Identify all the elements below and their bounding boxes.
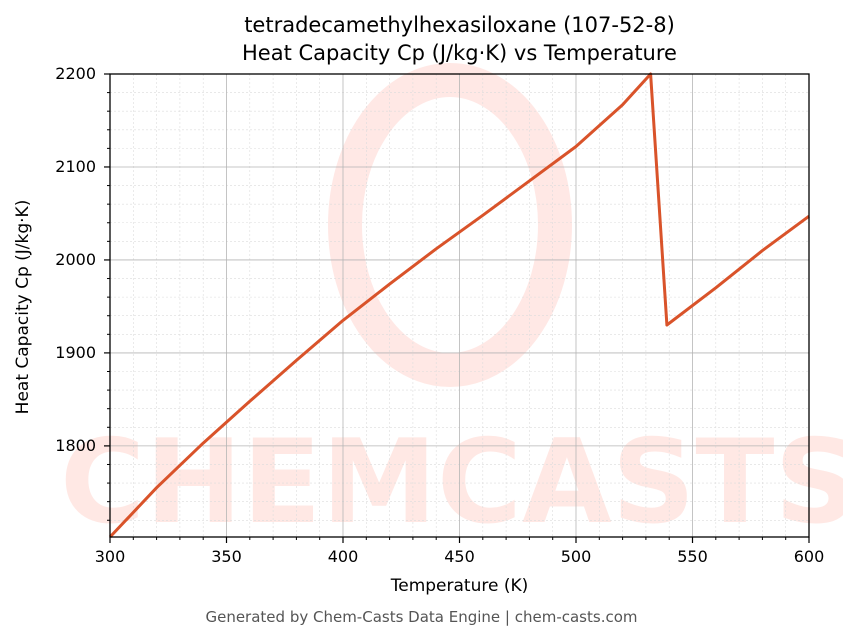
x-tick-label: 350 xyxy=(211,547,242,566)
plot-frame xyxy=(109,73,810,538)
watermark-text: CHEMCASTS xyxy=(60,415,843,550)
y-tick-label: 1800 xyxy=(55,435,96,455)
y-tick-label: 2100 xyxy=(55,156,96,176)
x-tick-label: 300 xyxy=(94,547,126,566)
x-tick-label: 450 xyxy=(444,547,475,566)
y-tick-label: 1900 xyxy=(55,342,96,362)
x-tick-label: 500 xyxy=(560,547,592,566)
y-tick-label: 2200 xyxy=(55,64,96,83)
chart-title: tetradecamethylhexasiloxane (107-52-8) xyxy=(244,13,675,37)
x-tick-label: 400 xyxy=(327,547,359,566)
y-tick-label: 2000 xyxy=(55,249,96,269)
chart-subtitle: Heat Capacity Cp (J/kg·K) vs Temperature xyxy=(242,41,677,65)
series-line xyxy=(108,72,810,539)
x-tick-label: 550 xyxy=(677,547,708,566)
x-tick-label: 600 xyxy=(793,547,825,566)
x-axis-label: Temperature (K) xyxy=(390,576,529,596)
watermark: CHEMCASTS xyxy=(60,63,843,550)
y-axis-label: Heat Capacity Cp (J/kg·K) xyxy=(13,199,33,415)
footer-credit: Generated by Chem-Casts Data Engine | ch… xyxy=(205,608,638,626)
series-lines xyxy=(108,72,810,539)
